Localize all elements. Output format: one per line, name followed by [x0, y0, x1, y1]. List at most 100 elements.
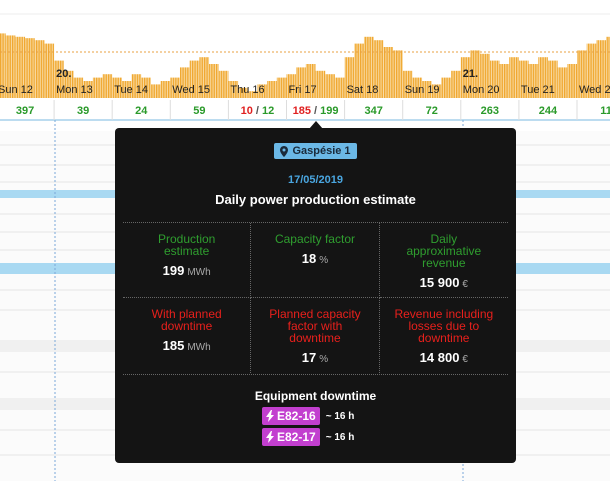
production-bar [557, 67, 568, 98]
day-value[interactable]: 24 [135, 105, 148, 117]
bolt-shape [266, 431, 274, 443]
production-bar [141, 77, 151, 98]
production-bar [267, 81, 277, 98]
metric-label: Production estimate [157, 232, 216, 258]
week-label: 21. [463, 68, 478, 80]
production-bar [354, 43, 364, 98]
production-bar [422, 81, 432, 98]
production-bar [92, 77, 103, 98]
metric-unit: % [319, 255, 329, 266]
metric-cell: Revenue including losses due to downtime… [380, 298, 508, 373]
day-label: Wed 15 [172, 84, 210, 96]
day-label: Fri 17 [289, 84, 317, 96]
day-value[interactable]: 347 [364, 105, 382, 117]
value-estimate: 347 [364, 105, 382, 117]
production-bar [412, 77, 423, 98]
production-bar [393, 50, 403, 98]
metric-unit: € [462, 354, 468, 365]
metric-value: 17% [302, 350, 328, 365]
production-bar [199, 57, 210, 98]
metric-number: 18 [301, 251, 317, 266]
production-bar [402, 70, 413, 98]
day-value[interactable]: 72 [426, 105, 438, 117]
value-with-downtime: 185 [293, 105, 311, 117]
production-bar [257, 84, 268, 98]
day-label: Tue 21 [521, 84, 555, 96]
day-value[interactable]: 185/199 [293, 105, 339, 117]
equipment-id: E82-17 [277, 430, 316, 444]
metric-number: 15 900 [419, 275, 460, 290]
production-bar [25, 38, 35, 98]
metric-cell: Production estimate 199 MWh [123, 223, 252, 298]
metrics-grid: Production estimate 199 MWh Capacity factor… [123, 222, 508, 375]
production-bar [247, 91, 258, 98]
production-bar [315, 70, 326, 98]
value-estimate: 72 [426, 105, 438, 117]
value-estimate: 12 [262, 105, 274, 117]
site-name: Gaspésie 1 [292, 145, 351, 157]
production-bar [509, 57, 519, 98]
metric-value: 199 MWh [163, 263, 211, 278]
tooltip-title: Daily power production estimate [215, 192, 416, 207]
metric-label: Capacity factor [274, 232, 355, 246]
metric-number: 185 [162, 338, 185, 353]
production-bar [363, 36, 374, 98]
production-bar [63, 70, 74, 98]
equipment-title: Equipment downtime [254, 389, 377, 403]
production-bar [451, 70, 461, 98]
equipment-badge[interactable]: E82-16 [262, 407, 320, 425]
production-bar [606, 36, 610, 98]
production-bar [286, 74, 297, 98]
metric-unit: MWh [187, 267, 211, 278]
production-bar [44, 43, 55, 98]
production-bar [228, 81, 239, 98]
value-estimate: 263 [481, 105, 499, 117]
bolt-shape [266, 410, 274, 422]
day-value[interactable]: 397 [16, 105, 34, 117]
metric-number: 17 [301, 350, 317, 365]
production-bar [373, 40, 384, 98]
production-bar [325, 74, 335, 98]
metric-label: Planned capacity factor with downtime [269, 307, 361, 345]
production-bar [102, 74, 113, 98]
production-bar [150, 84, 161, 98]
metric-cell: Planned capacity factor with downtime 17% [251, 298, 380, 373]
day-value[interactable]: 263 [481, 105, 499, 117]
day-label: Sun 12 [0, 84, 33, 96]
metric-label: Daily approximative revenue [406, 232, 482, 270]
production-bar [5, 35, 16, 98]
date: 17/05/2019 [287, 174, 344, 186]
day-value[interactable]: 244 [539, 105, 558, 117]
metric-cell: With planned downtime 185 MWh [123, 298, 252, 373]
production-bar [170, 77, 180, 98]
metric-number: 14 800 [419, 350, 460, 365]
day-label: Thu 16 [230, 84, 264, 96]
production-bar [34, 40, 45, 98]
production-bar [305, 64, 316, 98]
equipment-badge[interactable]: E82-17 [262, 428, 320, 446]
tooltip: Gaspésie 1 17/05/2019 Daily power produc… [115, 128, 516, 463]
value-row [0, 99, 610, 120]
metric-cell: Capacity factor 18% [251, 223, 380, 298]
day-value[interactable]: 39 [77, 105, 89, 117]
production-bar [209, 64, 219, 98]
production-bar [296, 67, 306, 98]
production-bar [383, 47, 394, 98]
metric-value: 14 800 € [420, 350, 468, 365]
day-value[interactable]: 10/12 [241, 105, 275, 117]
production-bar [0, 33, 6, 98]
value-estimate: 24 [135, 105, 148, 117]
value-estimate: 244 [539, 105, 558, 117]
metric-cell: Daily approximative revenue 15 900 € [379, 223, 508, 298]
tooltip-pointer [309, 121, 323, 129]
production-bar [586, 43, 597, 98]
production-bar [238, 87, 248, 98]
metric-unit: € [462, 279, 468, 290]
production-bar [518, 60, 529, 98]
bolt-icon [266, 431, 274, 443]
bolt-icon [266, 410, 274, 422]
day-value[interactable]: 11 [600, 105, 610, 117]
day-value[interactable]: 59 [193, 105, 205, 117]
pin-icon [280, 145, 289, 157]
week-label: 20. [56, 68, 71, 80]
